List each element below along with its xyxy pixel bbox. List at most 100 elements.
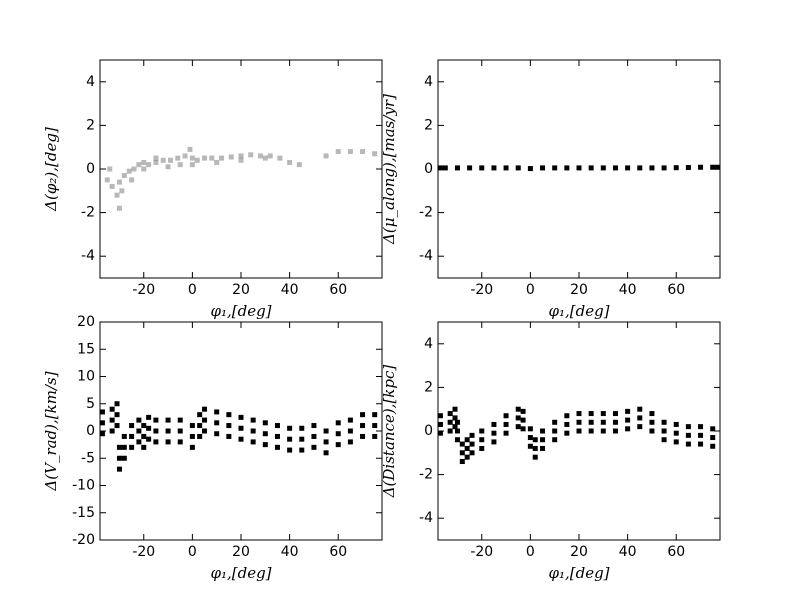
point — [136, 162, 142, 168]
point — [515, 165, 521, 171]
point — [189, 162, 195, 168]
point — [226, 412, 232, 418]
point — [257, 153, 263, 159]
point — [141, 159, 147, 165]
point — [469, 441, 475, 447]
point — [710, 435, 716, 441]
point — [287, 436, 293, 442]
point — [99, 431, 105, 437]
point — [464, 437, 470, 443]
point — [160, 157, 166, 163]
y-tick-label: 2 — [86, 117, 95, 133]
y-tick-label: -4 — [419, 510, 433, 526]
point — [238, 436, 244, 442]
point — [527, 426, 533, 432]
point — [219, 155, 225, 161]
point — [153, 417, 159, 423]
point — [165, 164, 171, 170]
point — [649, 419, 655, 425]
point — [372, 433, 378, 439]
point — [323, 428, 329, 434]
point — [454, 437, 460, 443]
point — [136, 428, 142, 434]
point — [479, 437, 485, 443]
point — [454, 419, 460, 425]
point — [600, 411, 606, 417]
y-axis-label: Δ(Distance),[kpc] — [380, 365, 398, 499]
y-tick-label: 4 — [86, 74, 95, 90]
point — [437, 413, 443, 419]
point — [323, 153, 329, 159]
point — [576, 165, 582, 171]
point — [503, 165, 509, 171]
y-axis-label: Δ(φ₂),[deg] — [42, 127, 60, 212]
point — [479, 445, 485, 451]
x-axis-label: φ₁,[deg] — [210, 564, 271, 582]
point — [588, 428, 594, 434]
point — [141, 433, 147, 439]
point — [515, 406, 521, 412]
point — [576, 428, 582, 434]
point — [136, 439, 142, 445]
point — [552, 165, 558, 171]
point — [177, 417, 183, 423]
point — [540, 445, 546, 451]
point — [612, 419, 618, 425]
point — [454, 428, 460, 434]
point — [479, 428, 485, 434]
y-tick-label: -15 — [72, 505, 95, 521]
point — [452, 406, 458, 412]
point — [437, 430, 443, 436]
point — [121, 173, 127, 179]
point — [262, 431, 268, 437]
point — [129, 433, 135, 439]
point — [503, 430, 509, 436]
point — [277, 155, 283, 161]
x-tick-label: 0 — [526, 282, 535, 298]
point — [552, 437, 558, 443]
point — [600, 165, 606, 171]
point — [372, 151, 378, 157]
point — [372, 412, 378, 418]
point — [576, 411, 582, 417]
point — [442, 165, 448, 171]
point — [673, 165, 679, 171]
point — [109, 183, 115, 189]
y-axis-label: Δ(V_rad),[km/s] — [42, 371, 60, 491]
point — [323, 450, 329, 456]
y-tick-label: 5 — [86, 396, 95, 412]
point — [360, 412, 366, 418]
y-tick-label: -20 — [72, 532, 95, 548]
point — [262, 442, 268, 448]
point — [685, 164, 691, 170]
point — [360, 433, 366, 439]
point — [459, 459, 465, 465]
point — [228, 154, 234, 160]
y-tick-label: -4 — [419, 248, 433, 264]
point — [564, 421, 570, 427]
x-tick-label: 20 — [232, 544, 250, 560]
point — [685, 432, 691, 438]
x-tick-label: 40 — [281, 544, 299, 560]
point — [437, 165, 443, 171]
point — [454, 165, 460, 171]
point — [532, 454, 538, 460]
point — [503, 421, 509, 427]
point — [274, 444, 280, 450]
y-tick-label: -4 — [81, 248, 95, 264]
point — [588, 411, 594, 417]
x-tick-label: -20 — [132, 544, 155, 560]
point — [661, 428, 667, 434]
point — [710, 426, 716, 432]
point — [189, 423, 195, 429]
point — [600, 428, 606, 434]
point — [335, 442, 341, 448]
point — [109, 428, 115, 434]
point — [347, 428, 353, 434]
y-tick-label: 4 — [424, 336, 433, 352]
point — [299, 425, 305, 431]
point — [177, 162, 183, 168]
point — [612, 428, 618, 434]
point — [226, 423, 232, 429]
